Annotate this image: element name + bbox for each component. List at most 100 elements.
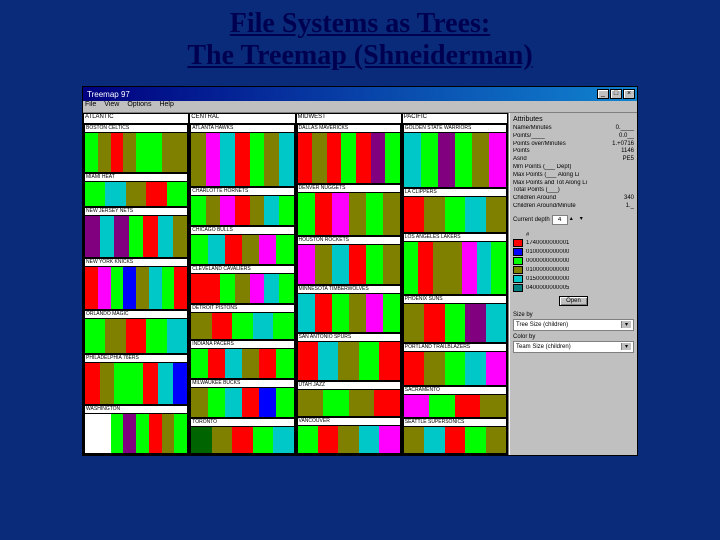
treemap-leaf[interactable] xyxy=(276,388,293,417)
treemap-leaf[interactable] xyxy=(404,352,424,385)
treemap-leaf[interactable] xyxy=(225,235,242,264)
treemap-node[interactable]: CHARLOTTE HORNETS xyxy=(190,187,294,226)
treemap-leaf[interactable] xyxy=(191,427,211,453)
treemap-node[interactable]: MINNESOTA TIMBERWOLVES xyxy=(297,285,401,333)
treemap-leaf[interactable] xyxy=(298,193,315,236)
treemap-node[interactable]: INDIANA PACERS xyxy=(190,340,294,379)
treemap-leaf[interactable] xyxy=(85,133,98,172)
treemap-node[interactable]: WASHINGTON xyxy=(84,405,188,454)
treemap-leaf[interactable] xyxy=(424,427,444,453)
treemap-leaf[interactable] xyxy=(136,267,149,308)
treemap-leaf[interactable] xyxy=(100,216,115,257)
treemap-leaf[interactable] xyxy=(235,274,250,303)
treemap-leaf[interactable] xyxy=(404,197,424,233)
treemap-leaf[interactable] xyxy=(114,216,129,257)
treemap-node[interactable]: SACRAMENTO xyxy=(403,386,507,418)
treemap-leaf[interactable] xyxy=(279,196,294,225)
treemap-leaf[interactable] xyxy=(349,245,366,283)
treemap-leaf[interactable] xyxy=(126,319,146,353)
treemap-leaf[interactable] xyxy=(486,352,506,385)
treemap-node[interactable]: LOS ANGELES LAKERS xyxy=(403,233,507,295)
treemap-leaf[interactable] xyxy=(298,390,324,417)
treemap-leaf[interactable] xyxy=(264,133,279,186)
treemap-node[interactable]: PORTLAND TRAILBLAZERS xyxy=(403,343,507,386)
treemap-leaf[interactable] xyxy=(167,319,187,353)
treemap-leaf[interactable] xyxy=(462,242,477,294)
treemap-leaf[interactable] xyxy=(480,395,506,417)
treemap-leaf[interactable] xyxy=(421,133,438,187)
treemap-leaf[interactable] xyxy=(383,245,400,283)
treemap-leaf[interactable] xyxy=(366,294,383,332)
treemap-leaf[interactable] xyxy=(455,133,472,187)
menu-file[interactable]: File xyxy=(85,101,96,112)
treemap-leaf[interactable] xyxy=(315,245,332,283)
treemap-leaf[interactable] xyxy=(111,267,124,308)
treemap-leaf[interactable] xyxy=(191,313,211,339)
treemap-leaf[interactable] xyxy=(379,342,399,380)
treemap-leaf[interactable] xyxy=(85,267,98,308)
treemap-leaf[interactable] xyxy=(424,352,444,385)
treemap-leaf[interactable] xyxy=(486,427,506,453)
treemap-leaf[interactable] xyxy=(318,342,338,380)
depth-up-button[interactable]: ▴ xyxy=(570,215,580,225)
treemap-leaf[interactable] xyxy=(445,352,465,385)
treemap-leaf[interactable] xyxy=(349,294,366,332)
treemap-leaf[interactable] xyxy=(438,133,455,187)
treemap-leaf[interactable] xyxy=(264,196,279,225)
treemap-leaf[interactable] xyxy=(429,395,455,417)
treemap-leaf[interactable] xyxy=(242,388,259,417)
treemap-leaf[interactable] xyxy=(383,294,400,332)
open-button[interactable]: Open xyxy=(559,296,588,306)
treemap-leaf[interactable] xyxy=(129,216,144,257)
treemap-leaf[interactable] xyxy=(136,414,149,453)
depth-input[interactable] xyxy=(552,215,568,225)
treemap-leaf[interactable] xyxy=(208,349,225,378)
close-button[interactable]: × xyxy=(623,89,635,99)
treemap-leaf[interactable] xyxy=(220,274,235,303)
treemap-leaf[interactable] xyxy=(191,274,206,303)
treemap-leaf[interactable] xyxy=(85,216,100,257)
color-by-dropdown[interactable]: Team Size (children) ▾ xyxy=(513,341,634,353)
treemap-leaf[interactable] xyxy=(298,426,318,453)
treemap-leaf[interactable] xyxy=(424,304,444,342)
treemap-leaf[interactable] xyxy=(298,245,315,283)
treemap-leaf[interactable] xyxy=(143,363,158,404)
treemap-leaf[interactable] xyxy=(191,235,208,264)
treemap-leaf[interactable] xyxy=(191,133,206,186)
treemap-leaf[interactable] xyxy=(259,388,276,417)
treemap-leaf[interactable] xyxy=(273,313,293,339)
treemap-leaf[interactable] xyxy=(100,363,115,404)
treemap-leaf[interactable] xyxy=(371,133,386,183)
treemap-leaf[interactable] xyxy=(98,267,111,308)
treemap-leaf[interactable] xyxy=(366,193,383,236)
treemap-leaf[interactable] xyxy=(418,242,433,294)
treemap-leaf[interactable] xyxy=(445,304,465,342)
treemap-leaf[interactable] xyxy=(327,133,342,183)
treemap-leaf[interactable] xyxy=(273,427,293,453)
treemap-leaf[interactable] xyxy=(359,342,379,380)
treemap-leaf[interactable] xyxy=(146,319,166,353)
treemap-leaf[interactable] xyxy=(111,414,124,453)
treemap-leaf[interactable] xyxy=(250,274,265,303)
treemap-leaf[interactable] xyxy=(433,242,448,294)
treemap-leaf[interactable] xyxy=(98,133,111,172)
treemap-leaf[interactable] xyxy=(235,133,250,186)
size-by-dropdown[interactable]: Tree Size (children) ▾ xyxy=(513,319,634,331)
treemap-leaf[interactable] xyxy=(206,196,221,225)
treemap-leaf[interactable] xyxy=(486,197,506,233)
treemap-node[interactable]: CLEVELAND CAVALIERS xyxy=(190,265,294,304)
treemap-leaf[interactable] xyxy=(143,216,158,257)
treemap-leaf[interactable] xyxy=(191,388,208,417)
treemap-leaf[interactable] xyxy=(123,133,136,172)
treemap-leaf[interactable] xyxy=(212,427,232,453)
treemap-leaf[interactable] xyxy=(465,197,485,233)
treemap-leaf[interactable] xyxy=(162,414,175,453)
treemap-leaf[interactable] xyxy=(259,349,276,378)
treemap-leaf[interactable] xyxy=(379,426,399,453)
treemap-leaf[interactable] xyxy=(298,294,315,332)
treemap-leaf[interactable] xyxy=(349,390,375,417)
treemap-node[interactable]: SEATTLE SUPERSONICS xyxy=(403,418,507,454)
treemap-leaf[interactable] xyxy=(123,414,136,453)
treemap-leaf[interactable] xyxy=(126,182,146,206)
treemap-leaf[interactable] xyxy=(220,133,235,186)
